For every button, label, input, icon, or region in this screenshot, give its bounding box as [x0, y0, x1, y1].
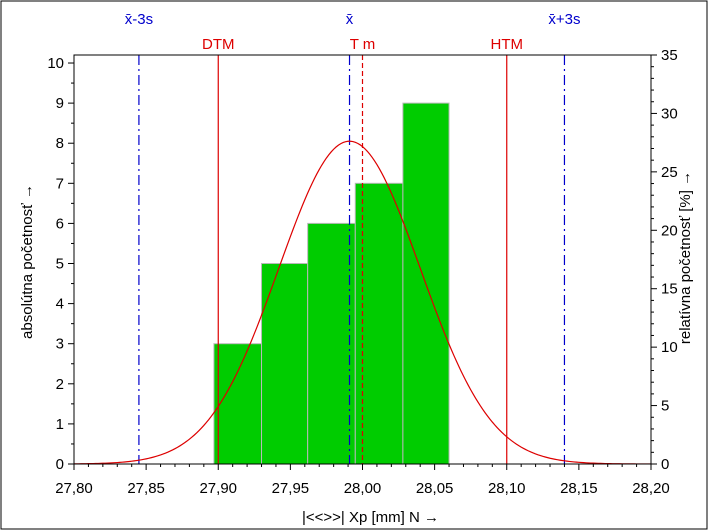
bar-4: [354, 182, 404, 465]
y-axis-right-label: relatívna početnosť [%] →: [677, 171, 694, 344]
x-tick-label: 28,10: [488, 480, 526, 497]
y-left-tick-label: 7: [56, 175, 64, 192]
y-right-tick-label: 5: [661, 398, 669, 415]
x-tick-label: 27,85: [127, 480, 165, 497]
y-left-tick-label: 9: [56, 95, 64, 112]
y-axis-left-label: absolútna početnosť →: [19, 184, 36, 339]
y-right-tick-label: 30: [661, 105, 678, 122]
y-left-tick-label: 5: [56, 256, 64, 273]
y-left-tick-label: 3: [56, 336, 64, 353]
y-left-tick-label: 10: [47, 55, 64, 72]
x-tick-label: 28,15: [560, 480, 598, 497]
y-right-tick-label: 35: [661, 47, 678, 64]
y-right-tick-label: 25: [661, 164, 678, 181]
x-tick-label: 28,05: [416, 480, 454, 497]
x-tick-label: 28,00: [344, 480, 382, 497]
ref-label-xbar-3s: x̄-3s: [125, 11, 153, 28]
x-axis-label: |<<>>| Xp [mm] N →: [302, 509, 439, 526]
ref-label-tm: T m: [350, 36, 376, 53]
x-tick-label: 27,90: [199, 480, 237, 497]
y-left-tick-label: 6: [56, 215, 64, 232]
y-left-tick-label: 1: [56, 416, 64, 433]
bar-3: [307, 222, 356, 465]
bar-1: [213, 343, 263, 465]
axes-group: 27,80 27,85 27,90 27,95 28,00 28,05 28,10 28,15…: [47, 47, 677, 497]
bar-2: [261, 263, 309, 465]
bar-group: [213, 102, 450, 465]
x-tick-label: 27,80: [55, 480, 93, 497]
ref-label-xbar+3s: x̄+3s: [548, 11, 580, 28]
normal-curve: [73, 140, 651, 465]
y-left-tick-label: 8: [56, 135, 64, 152]
y-right-tick-label: 10: [661, 339, 678, 356]
y-left-tick-label: 4: [56, 296, 64, 313]
reference-lines: x̄-3s DTM x̄ T m HTM x̄+3s: [125, 11, 581, 464]
y-right-tick-label: 20: [661, 222, 678, 239]
ref-label-htm: HTM: [491, 36, 524, 53]
ref-label-dtm: DTM: [202, 36, 235, 53]
y-left-tick-label: 0: [56, 456, 64, 473]
y-left-tick-label: 2: [56, 376, 64, 393]
x-tick-label: 28,20: [632, 480, 670, 497]
y-right-tick-label: 0: [661, 456, 669, 473]
y-right-tick-label: 15: [661, 281, 678, 298]
x-tick-label: 27,95: [272, 480, 310, 497]
ref-label-xbar: x̄: [346, 11, 354, 28]
